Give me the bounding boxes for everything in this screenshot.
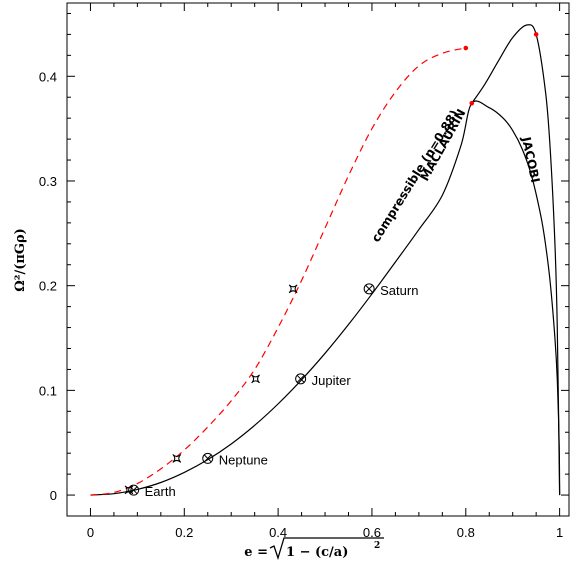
markers: Earth Neptune Jupiter Saturn [124, 32, 539, 499]
curve-label-jacobi: JACOBI [519, 135, 543, 184]
y-axis-title: Ω²/(πGρ) [13, 228, 28, 292]
planet-label: Jupiter [312, 373, 352, 388]
star-marker [288, 284, 298, 294]
planet-label: Saturn [380, 283, 418, 298]
sqrt-sign [269, 537, 384, 561]
planet-cross [365, 284, 374, 293]
x-tick-label: 0.6 [363, 525, 381, 540]
planet-marker-earth [128, 484, 140, 496]
planet-label: Earth [145, 484, 176, 499]
x-tick-label: 0.2 [175, 525, 193, 540]
x-axis-title: e = 1 − (c/a) 2 [244, 537, 384, 561]
sequence-endpoint-dot [533, 32, 539, 37]
planet-marker-saturn [363, 283, 375, 295]
planet-cross [129, 486, 138, 495]
planet-cross [203, 454, 212, 463]
x-axis-title-exponent: 2 [374, 541, 380, 551]
compressible-curve [90, 47, 466, 496]
maclaurin-curve [90, 100, 561, 496]
x-axis-title-radicand: 1 − (c/a) [286, 545, 348, 560]
planet-circle [128, 484, 140, 496]
jacobi-curve [471, 24, 561, 496]
planet-marker-jupiter [295, 373, 307, 385]
planet-circle [295, 373, 307, 385]
ticks: 0 0.2 0.4 0.6 0.8 1 0 0.1 0.2 0.3 0.4 [39, 3, 569, 540]
planet-marker-neptune [202, 452, 214, 464]
plot-frame [66, 2, 570, 517]
sequence-endpoint-dot [463, 45, 469, 51]
curves [90, 24, 561, 496]
planet-circle [363, 283, 375, 295]
y-tick-label: 0 [50, 488, 57, 503]
star-marker [251, 374, 260, 384]
x-tick-label: 0.8 [457, 525, 475, 540]
x-tick-label: 0.4 [269, 525, 287, 540]
y-tick-label: 0.2 [39, 279, 57, 294]
planet-circle [202, 452, 214, 464]
y-tick-label: 0.1 [39, 383, 57, 398]
planet-cross [296, 374, 305, 383]
y-tick-label: 0.4 [39, 69, 57, 84]
y-tick-label: 0.3 [39, 174, 57, 189]
x-tick-label: 1 [556, 525, 563, 540]
sequence-endpoint-dot [469, 100, 475, 106]
star-marker [172, 454, 182, 463]
x-axis-title-lhs: e = [244, 545, 268, 560]
planet-label: Neptune [219, 452, 268, 467]
x-tick-label: 0 [87, 525, 94, 540]
